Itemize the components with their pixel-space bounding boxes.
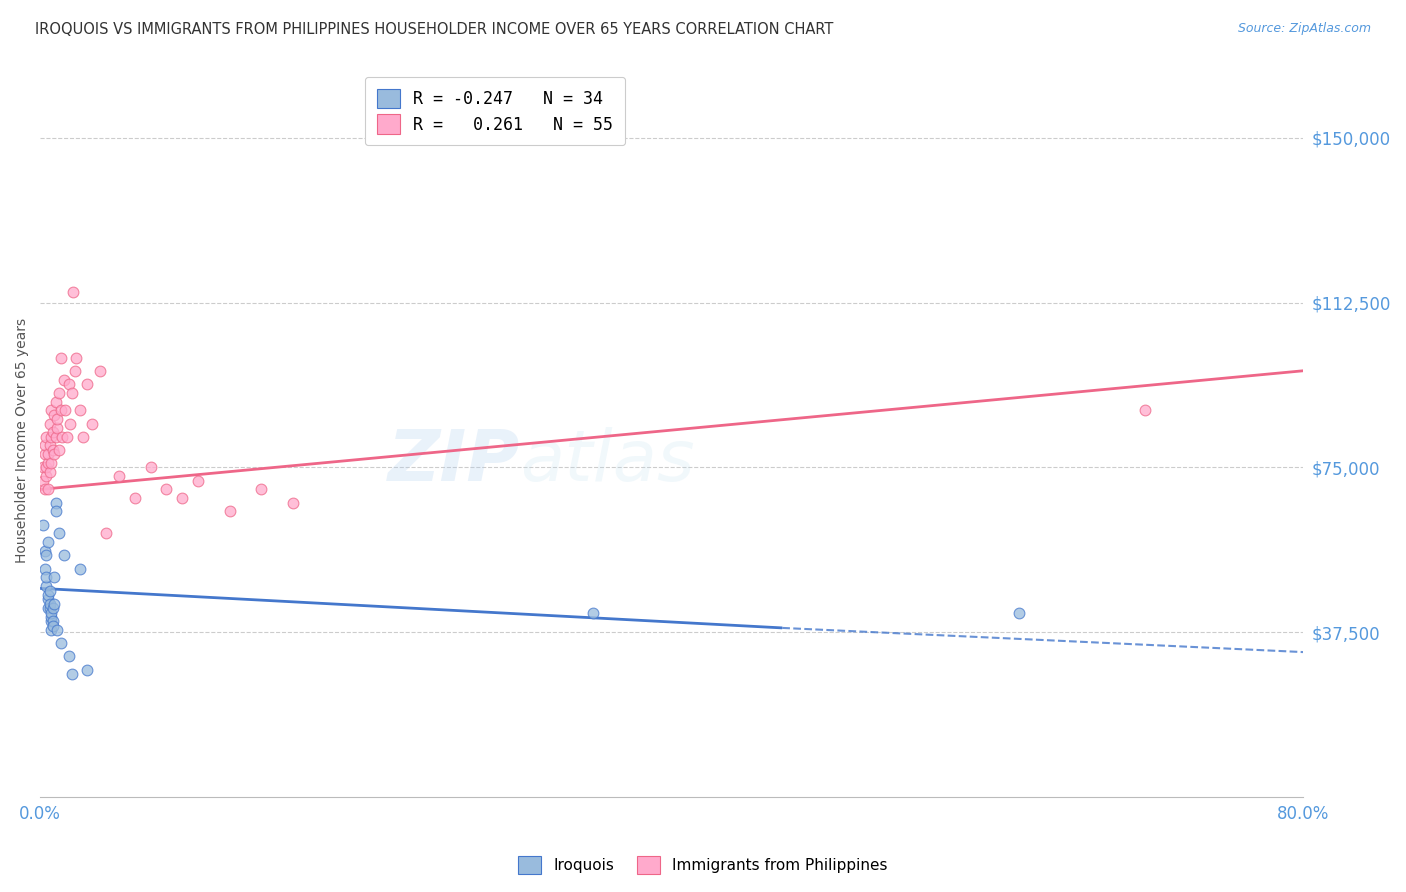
Point bbox=[38, 583, 60, 598]
Point bbox=[32, 460, 55, 475]
Point bbox=[44, 597, 66, 611]
Point bbox=[69, 561, 91, 575]
Point bbox=[35, 430, 58, 444]
Point bbox=[44, 570, 66, 584]
Point bbox=[52, 549, 75, 563]
Point bbox=[38, 465, 60, 479]
Point bbox=[56, 430, 79, 444]
Point bbox=[39, 606, 62, 620]
Point bbox=[49, 403, 72, 417]
Point bbox=[89, 364, 111, 378]
Point bbox=[58, 376, 80, 391]
Legend: R = -0.247   N = 34, R =   0.261   N = 55: R = -0.247 N = 34, R = 0.261 N = 55 bbox=[364, 77, 624, 145]
Point bbox=[187, 474, 209, 488]
Point bbox=[37, 456, 59, 470]
Point bbox=[34, 483, 56, 497]
Point bbox=[35, 570, 58, 584]
Point bbox=[37, 535, 59, 549]
Point bbox=[250, 483, 273, 497]
Point bbox=[76, 663, 98, 677]
Point bbox=[34, 447, 56, 461]
Point bbox=[76, 376, 98, 391]
Point bbox=[39, 615, 62, 629]
Point bbox=[38, 417, 60, 431]
Point bbox=[38, 597, 60, 611]
Text: IROQUOIS VS IMMIGRANTS FROM PHILIPPINES HOUSEHOLDER INCOME OVER 65 YEARS CORRELA: IROQUOIS VS IMMIGRANTS FROM PHILIPPINES … bbox=[35, 22, 834, 37]
Point bbox=[53, 403, 76, 417]
Point bbox=[39, 610, 62, 624]
Text: Source: ZipAtlas.com: Source: ZipAtlas.com bbox=[1237, 22, 1371, 36]
Point bbox=[65, 351, 87, 365]
Point bbox=[32, 474, 55, 488]
Point bbox=[281, 495, 304, 509]
Point bbox=[72, 430, 94, 444]
Point bbox=[48, 385, 70, 400]
Y-axis label: Householder Income Over 65 years: Householder Income Over 65 years bbox=[15, 318, 30, 563]
Point bbox=[59, 417, 82, 431]
Point bbox=[37, 447, 59, 461]
Point bbox=[172, 491, 194, 506]
Point bbox=[1135, 403, 1157, 417]
Point bbox=[39, 403, 62, 417]
Point bbox=[46, 421, 69, 435]
Point bbox=[49, 351, 72, 365]
Point bbox=[45, 504, 67, 518]
Point bbox=[45, 430, 67, 444]
Point bbox=[44, 447, 66, 461]
Point bbox=[96, 526, 118, 541]
Point bbox=[42, 615, 65, 629]
Point bbox=[1008, 606, 1031, 620]
Point bbox=[37, 601, 59, 615]
Point bbox=[218, 504, 240, 518]
Point bbox=[155, 483, 177, 497]
Point bbox=[39, 430, 62, 444]
Point bbox=[48, 526, 70, 541]
Point bbox=[139, 460, 162, 475]
Point bbox=[37, 592, 59, 607]
Point bbox=[42, 425, 65, 440]
Point bbox=[82, 417, 104, 431]
Point bbox=[35, 460, 58, 475]
Point bbox=[39, 623, 62, 637]
Point bbox=[42, 442, 65, 457]
Point bbox=[37, 588, 59, 602]
Point bbox=[34, 438, 56, 452]
Point bbox=[52, 373, 75, 387]
Point bbox=[49, 636, 72, 650]
Point bbox=[38, 438, 60, 452]
Point bbox=[35, 579, 58, 593]
Point bbox=[32, 517, 55, 532]
Point bbox=[42, 601, 65, 615]
Text: atlas: atlas bbox=[520, 427, 695, 496]
Point bbox=[39, 456, 62, 470]
Point bbox=[58, 649, 80, 664]
Point bbox=[108, 469, 131, 483]
Point bbox=[60, 385, 83, 400]
Point bbox=[582, 606, 605, 620]
Point bbox=[45, 394, 67, 409]
Point bbox=[38, 601, 60, 615]
Point bbox=[42, 618, 65, 632]
Point bbox=[35, 469, 58, 483]
Point bbox=[46, 412, 69, 426]
Point bbox=[34, 544, 56, 558]
Point bbox=[35, 549, 58, 563]
Point bbox=[45, 495, 67, 509]
Point bbox=[46, 623, 69, 637]
Point bbox=[34, 561, 56, 575]
Point bbox=[63, 364, 86, 378]
Point bbox=[62, 285, 84, 299]
Point bbox=[51, 430, 73, 444]
Point bbox=[48, 442, 70, 457]
Point bbox=[37, 483, 59, 497]
Point bbox=[124, 491, 146, 506]
Point bbox=[44, 408, 66, 422]
Point bbox=[69, 403, 91, 417]
Text: ZIP: ZIP bbox=[388, 427, 520, 496]
Point bbox=[60, 667, 83, 681]
Legend: Iroquois, Immigrants from Philippines: Iroquois, Immigrants from Philippines bbox=[512, 850, 894, 880]
